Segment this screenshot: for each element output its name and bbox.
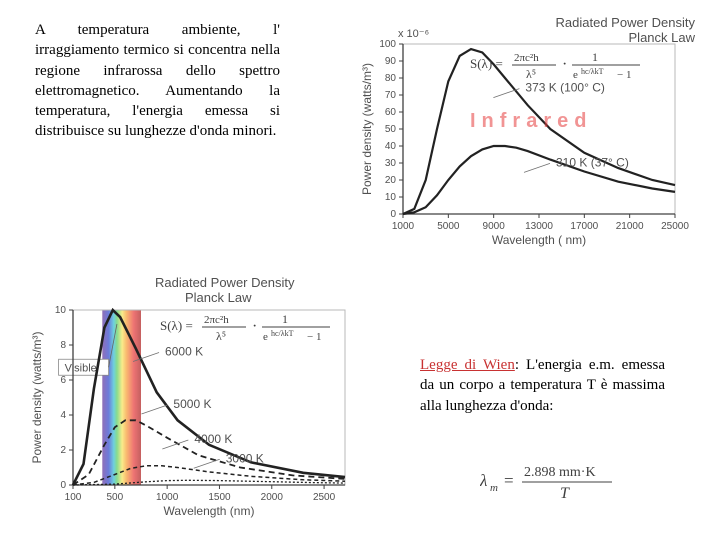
svg-text:1500: 1500 bbox=[208, 492, 231, 503]
svg-text:3000 K: 3000 K bbox=[226, 451, 264, 465]
svg-text:1000: 1000 bbox=[392, 221, 415, 232]
svg-text:2: 2 bbox=[60, 445, 66, 456]
top-chart-title: Radiated Power DensityPlanck Law bbox=[556, 15, 695, 45]
top-chart-formula: S(λ) = 2πc²h λ⁵ · 1 e hc/λkT − 1 bbox=[470, 48, 670, 84]
svg-text:Power density (watts/m³): Power density (watts/m³) bbox=[360, 63, 374, 195]
svg-text:·: · bbox=[252, 318, 257, 335]
svg-text:·: · bbox=[562, 56, 567, 73]
svg-text:60: 60 bbox=[385, 107, 397, 118]
svg-text:50: 50 bbox=[385, 124, 397, 135]
svg-text:1: 1 bbox=[282, 312, 288, 326]
svg-text:40: 40 bbox=[385, 141, 397, 152]
svg-text:− 1: − 1 bbox=[617, 69, 631, 81]
svg-text:2πc²h: 2πc²h bbox=[204, 314, 229, 326]
svg-text:λ⁵: λ⁵ bbox=[216, 329, 226, 343]
svg-text:e: e bbox=[573, 69, 578, 81]
wien-formula-svg: λ m = 2.898 mm·K T bbox=[480, 460, 650, 505]
planck-chart-visible: Radiated Power DensityPlanck Law S(λ) = … bbox=[25, 275, 365, 525]
svg-text:100: 100 bbox=[379, 39, 396, 50]
svg-text:20: 20 bbox=[385, 175, 397, 186]
svg-text:70: 70 bbox=[385, 90, 397, 101]
svg-text:− 1: − 1 bbox=[307, 331, 321, 343]
svg-text:2000: 2000 bbox=[261, 492, 284, 503]
svg-text:13000: 13000 bbox=[525, 221, 553, 232]
svg-text:2πc²h: 2πc²h bbox=[514, 52, 539, 64]
svg-text:0: 0 bbox=[390, 209, 396, 220]
svg-text:5000: 5000 bbox=[437, 221, 460, 232]
wien-label: Legge di Wien bbox=[420, 357, 515, 373]
svg-text:1: 1 bbox=[592, 50, 598, 64]
svg-text:4: 4 bbox=[60, 410, 66, 421]
svg-text:1000: 1000 bbox=[156, 492, 179, 503]
svg-text:=: = bbox=[504, 471, 514, 490]
svg-text:hc/λkT: hc/λkT bbox=[581, 67, 604, 76]
svg-text:λ⁵: λ⁵ bbox=[526, 67, 536, 81]
svg-text:Power density (watts/m³): Power density (watts/m³) bbox=[30, 331, 44, 463]
svg-text:310 K (37° C): 310 K (37° C) bbox=[556, 155, 629, 169]
svg-text:21000: 21000 bbox=[616, 221, 644, 232]
svg-text:25000: 25000 bbox=[661, 221, 689, 232]
svg-text:10: 10 bbox=[385, 192, 397, 203]
svg-text:8: 8 bbox=[60, 340, 66, 351]
wien-paragraph: Legge di Wien: L'energia e.m. emessa da … bbox=[420, 355, 665, 416]
wien-formula: λ m = 2.898 mm·K T bbox=[480, 460, 650, 505]
svg-text:m: m bbox=[490, 482, 498, 494]
planck-chart-373k-310k: Radiated Power DensityPlanck Law Infrare… bbox=[355, 15, 700, 250]
svg-text:0: 0 bbox=[60, 480, 66, 491]
svg-text:e: e bbox=[263, 331, 268, 343]
svg-text:10: 10 bbox=[55, 305, 67, 316]
svg-text:hc/λkT: hc/λkT bbox=[271, 329, 294, 338]
svg-text:x 10⁻⁶: x 10⁻⁶ bbox=[398, 28, 429, 40]
svg-text:90: 90 bbox=[385, 56, 397, 67]
svg-text:Wavelength ( nm): Wavelength ( nm) bbox=[492, 233, 586, 247]
svg-text:6000 K: 6000 K bbox=[165, 345, 203, 359]
svg-text:5000 K: 5000 K bbox=[173, 397, 211, 411]
svg-text:80: 80 bbox=[385, 73, 397, 84]
intro-paragraph: A temperatura ambiente, l' irraggiamento… bbox=[35, 20, 280, 142]
bottom-chart-formula: S(λ) = 2πc²h λ⁵ · 1 e hc/λkT − 1 bbox=[160, 310, 360, 346]
svg-text:500: 500 bbox=[107, 492, 124, 503]
svg-text:λ: λ bbox=[480, 471, 487, 490]
svg-text:100: 100 bbox=[65, 492, 82, 503]
svg-text:9000: 9000 bbox=[483, 221, 506, 232]
svg-text:2.898 mm·K: 2.898 mm·K bbox=[524, 465, 596, 480]
svg-text:S(λ) =: S(λ) = bbox=[160, 318, 193, 333]
svg-text:T: T bbox=[560, 485, 570, 502]
svg-text:S(λ) =: S(λ) = bbox=[470, 56, 503, 71]
bottom-chart-title: Radiated Power DensityPlanck Law bbox=[155, 275, 294, 305]
svg-text:30: 30 bbox=[385, 158, 397, 169]
infrared-label: Infrared bbox=[470, 110, 592, 133]
svg-text:Visible: Visible bbox=[65, 362, 97, 374]
svg-text:6: 6 bbox=[60, 375, 66, 386]
svg-text:Wavelength (nm): Wavelength (nm) bbox=[164, 504, 255, 518]
svg-text:4000 K: 4000 K bbox=[194, 432, 232, 446]
svg-text:17000: 17000 bbox=[570, 221, 598, 232]
svg-text:2500: 2500 bbox=[313, 492, 336, 503]
